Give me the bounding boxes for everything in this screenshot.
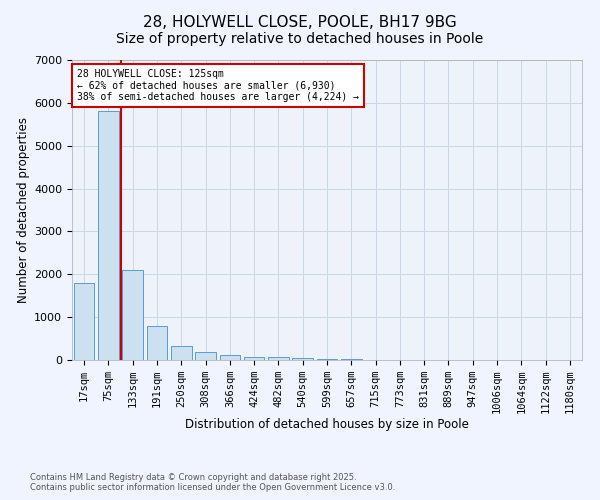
Text: Contains HM Land Registry data © Crown copyright and database right 2025.
Contai: Contains HM Land Registry data © Crown c… — [30, 473, 395, 492]
Bar — [220, 356, 240, 360]
Bar — [74, 283, 94, 360]
Bar — [292, 358, 313, 360]
X-axis label: Distribution of detached houses by size in Poole: Distribution of detached houses by size … — [185, 418, 469, 430]
Bar — [195, 352, 216, 360]
Text: 28 HOLYWELL CLOSE: 125sqm
← 62% of detached houses are smaller (6,930)
38% of se: 28 HOLYWELL CLOSE: 125sqm ← 62% of detac… — [77, 69, 359, 102]
Bar — [268, 358, 289, 360]
Text: Size of property relative to detached houses in Poole: Size of property relative to detached ho… — [116, 32, 484, 46]
Bar — [146, 326, 167, 360]
Bar — [98, 112, 119, 360]
Bar — [317, 358, 337, 360]
Bar — [122, 270, 143, 360]
Bar — [171, 346, 191, 360]
Y-axis label: Number of detached properties: Number of detached properties — [17, 117, 30, 303]
Bar — [244, 356, 265, 360]
Text: 28, HOLYWELL CLOSE, POOLE, BH17 9BG: 28, HOLYWELL CLOSE, POOLE, BH17 9BG — [143, 15, 457, 30]
